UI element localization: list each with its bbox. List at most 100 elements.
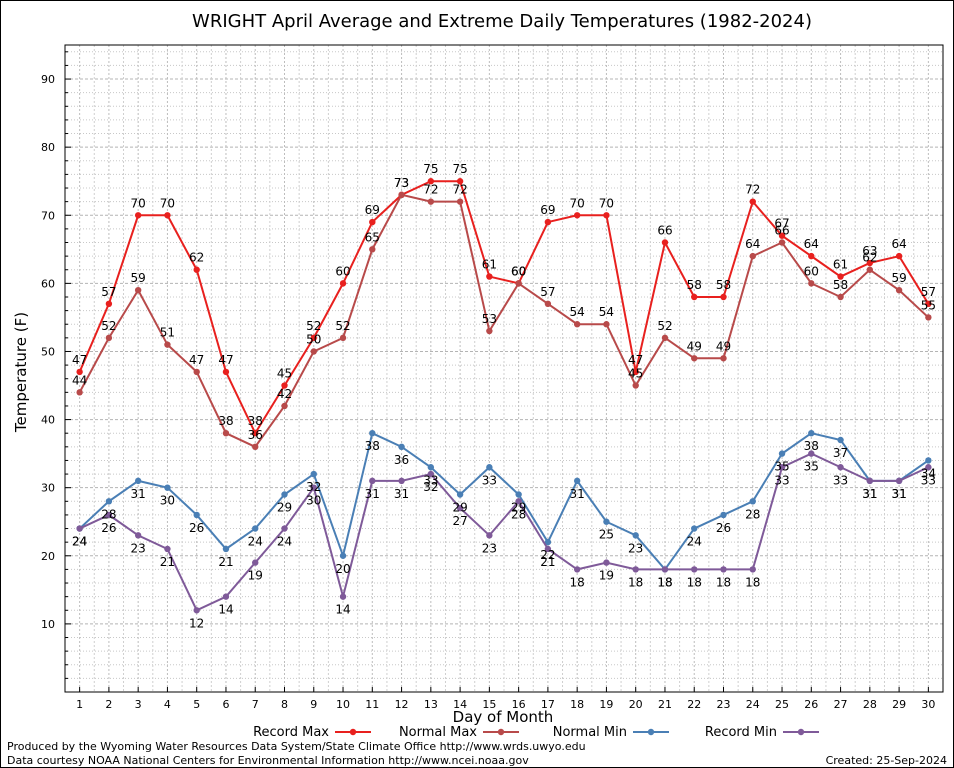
normal-min-data-label: 28 xyxy=(101,507,116,521)
normal-max-point xyxy=(778,239,786,246)
record-min-data-label: 26 xyxy=(101,521,116,535)
record-min-point xyxy=(603,559,610,566)
normal-min-point xyxy=(486,464,493,471)
record-max-point xyxy=(427,178,435,185)
normal-max-point xyxy=(866,266,874,273)
record-min-data-label: 21 xyxy=(540,555,555,569)
record-max-data-label: 52 xyxy=(306,319,321,333)
normal-min-data-label: 18 xyxy=(657,575,672,589)
normal-min-point xyxy=(632,532,639,539)
record-min-point xyxy=(398,477,405,485)
record-min-point xyxy=(427,470,435,478)
x-tick-label: 23 xyxy=(717,698,731,711)
footer-created: Created: 25-Sep-2024 xyxy=(826,754,947,767)
x-tick-label: 26 xyxy=(804,698,818,711)
record-min-data-label: 21 xyxy=(160,555,175,569)
normal-max-data-label: 52 xyxy=(335,319,350,333)
x-tick-label: 25 xyxy=(775,698,789,711)
normal-min-point xyxy=(427,464,435,471)
normal-min-data-label: 31 xyxy=(862,487,877,501)
normal-min-point xyxy=(720,511,727,519)
x-tick-label: 13 xyxy=(424,698,438,711)
normal-max-point xyxy=(164,341,171,348)
normal-min-data-label: 31 xyxy=(570,487,585,501)
normal-max-point xyxy=(339,334,347,342)
x-tick-label: 9 xyxy=(310,698,317,711)
x-tick-label: 27 xyxy=(834,698,848,711)
normal-max-data-label: 55 xyxy=(921,298,936,312)
record-min-point xyxy=(720,566,727,573)
record-min-data-label: 18 xyxy=(687,575,702,589)
record-max-data-label: 70 xyxy=(599,196,614,210)
normal-min-point xyxy=(544,538,552,546)
normal-max-data-label: 72 xyxy=(452,183,467,197)
record-min-data-label: 19 xyxy=(599,569,614,583)
normal-max-point xyxy=(76,389,83,396)
x-tick-label: 29 xyxy=(892,698,906,711)
x-tick-label: 3 xyxy=(135,698,142,711)
normal-min-point xyxy=(310,470,317,478)
normal-min-point xyxy=(105,498,113,505)
normal-min-data-label: 34 xyxy=(921,466,936,480)
record-max-data-label: 73 xyxy=(394,176,409,190)
record-min-point xyxy=(661,566,669,573)
normal-min-line xyxy=(78,431,929,572)
x-tick-label: 30 xyxy=(921,698,935,711)
record-min-data-label: 33 xyxy=(921,473,936,487)
record-min-point xyxy=(632,566,639,573)
normal-min-point xyxy=(193,511,200,519)
normal-min-data-label: 36 xyxy=(394,453,409,467)
normal-max-point xyxy=(369,246,376,253)
normal-min-point xyxy=(837,436,844,444)
x-tick-label: 17 xyxy=(541,698,555,711)
record-max-data-label: 70 xyxy=(160,196,175,210)
normal-min-data-label: 35 xyxy=(774,460,789,474)
normal-max-data-label: 72 xyxy=(423,183,438,197)
normal-max-point xyxy=(398,191,405,199)
record-max-point xyxy=(632,368,639,376)
record-max-point xyxy=(252,430,259,437)
record-max-data-label: 57 xyxy=(101,285,116,299)
normal-max-data-label: 53 xyxy=(482,312,497,326)
y-tick-label: 70 xyxy=(41,209,55,222)
x-tick-label: 16 xyxy=(512,698,526,711)
record-min-point xyxy=(456,504,464,512)
record-max-data-label: 72 xyxy=(745,183,760,197)
record-min-point xyxy=(895,477,903,485)
normal-min-point xyxy=(749,498,756,505)
normal-max-point xyxy=(515,280,522,287)
normal-min-point xyxy=(691,525,698,532)
record-min-line xyxy=(79,452,929,612)
normal-min-data-label: 28 xyxy=(745,507,760,521)
y-tick-label: 60 xyxy=(41,277,55,290)
record-min-point xyxy=(310,484,317,491)
record-max-point xyxy=(778,232,786,239)
x-tick-label: 15 xyxy=(482,698,496,711)
normal-min-data-label: 22 xyxy=(540,548,555,562)
record-max-data-label: 47 xyxy=(72,353,87,367)
legend: Record Max Normal Max Normal Min Record Min xyxy=(253,725,819,740)
record-max-data-label: 47 xyxy=(628,353,643,367)
x-tick-label: 14 xyxy=(453,698,467,711)
record-max-data-label: 75 xyxy=(452,162,467,176)
data-labels: 47 57 70 70 62 47 38 45 52 60 69 73 75 75 61 60 69 70 70 47… xyxy=(72,162,936,630)
normal-min-data-label: 25 xyxy=(599,528,614,542)
x-tick-label: 4 xyxy=(164,698,171,711)
normal-min-data-label: 31 xyxy=(131,487,146,501)
record-max-data-label: 60 xyxy=(335,264,350,278)
normal-max-data-label: 66 xyxy=(774,224,789,238)
y-tick-label: 20 xyxy=(41,550,55,563)
normal-min-data-label: 31 xyxy=(891,487,906,501)
normal-min-point xyxy=(281,491,288,498)
x-tick-label: 20 xyxy=(629,698,643,711)
record-min-point xyxy=(515,498,522,505)
grid xyxy=(65,45,943,692)
record-max-data-label: 38 xyxy=(248,414,263,428)
record-min-point xyxy=(369,477,376,485)
record-min-data-label: 18 xyxy=(570,575,585,589)
record-max-data-label: 47 xyxy=(218,353,233,367)
legend-marker-normal-max xyxy=(497,728,505,736)
normal-min-point xyxy=(808,430,815,437)
